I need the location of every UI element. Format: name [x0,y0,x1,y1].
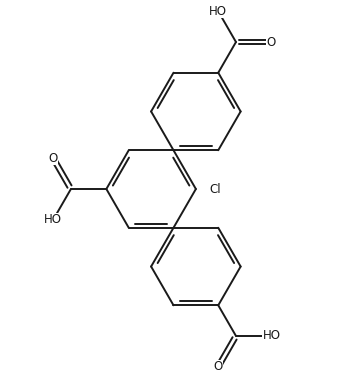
Text: O: O [267,36,276,48]
Text: O: O [49,152,58,165]
Text: HO: HO [44,213,62,226]
Text: Cl: Cl [209,183,221,195]
Text: HO: HO [262,330,280,342]
Text: HO: HO [209,5,227,18]
Text: O: O [214,360,223,373]
